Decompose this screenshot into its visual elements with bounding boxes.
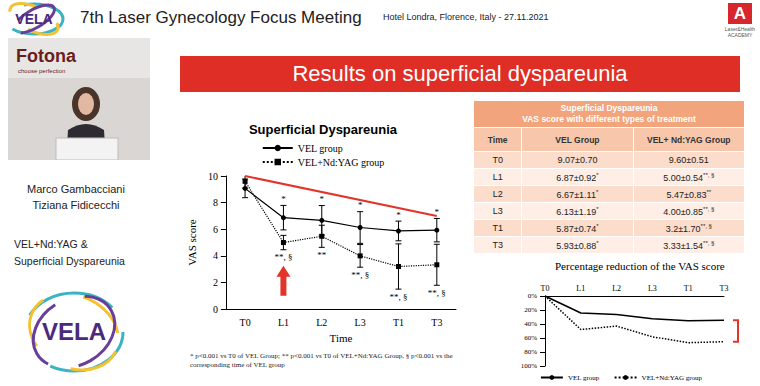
html-text:Time: Time [487,134,508,145]
html-text:Laser&Health ACADEMY: Laser&Health ACADEMY [724,26,756,38]
svg-text:*: * [320,194,325,204]
html-text:VEL Group: VEL Group [555,134,600,145]
html-text:5.47±0.83**: 5.47±0.83** [666,188,712,200]
svg-text:T0: T0 [240,317,251,328]
svg-text:T0: T0 [541,284,550,293]
html-text:Tiziana Fidicecchi: Tiziana Fidicecchi [32,199,120,211]
svg-text:VEL+Nd:YAG group: VEL+Nd:YAG group [298,157,384,168]
svg-text:80%: 80% [524,348,537,356]
svg-text:VELA: VELA [42,318,106,345]
svg-text:L1: L1 [278,317,289,328]
svg-text:Percentage reduction of the VA: Percentage reduction of the VAS score [555,260,725,272]
svg-text:4: 4 [213,250,218,261]
html-text:7th Laser Gynecology Focus Mee: 7th Laser Gynecology Focus Meeting [80,8,362,27]
svg-text:*: * [281,194,286,204]
html-text:Superficial Dyspareunia: Superficial Dyspareunia [14,255,125,267]
svg-text:8: 8 [213,197,218,208]
html-text:Marco Gambacciani: Marco Gambacciani [27,183,125,195]
html-text:VEL+ Nd:YAG Group: VEL+ Nd:YAG Group [647,134,731,145]
svg-text:T1: T1 [684,284,693,293]
svg-text:T3: T3 [720,284,729,293]
svg-text:**, §: **, § [389,292,407,302]
html-text:9.60±0.51: 9.60±0.51 [668,155,709,165]
svg-text:100%: 100% [521,362,538,370]
html-text:T1: T1 [492,223,503,233]
svg-text:L2: L2 [612,284,621,293]
svg-text:VELA: VELA [15,11,52,27]
html-text:A: A [733,4,747,23]
svg-text:*: * [396,210,401,220]
html-text:L1: L1 [492,172,503,182]
svg-text:2: 2 [213,277,218,288]
svg-text:L2: L2 [316,317,327,328]
html-text:L2: L2 [492,189,503,199]
svg-text:**, §: **, § [351,270,369,280]
svg-text:L3: L3 [648,284,657,293]
svg-text:VEL group: VEL group [298,143,343,154]
html-text:3.33±1.54**, §: 3.33±1.54**, § [663,239,715,251]
html-text:6.67±1.11*: 6.67±1.11* [556,188,599,200]
html-text:VAS score with different types: VAS score with different types of treatm… [522,114,696,124]
html-text:Superficial Dyspareunia: Superficial Dyspareunia [560,103,658,113]
html-text:9.07±0.70: 9.07±0.70 [557,155,598,165]
svg-text:**, §: **, § [428,288,446,298]
html-text:* p<0.001 vs T0 of VEL Group;: * p<0.001 vs T0 of VEL Group; ** p<0.001… [190,352,453,360]
svg-text:60%: 60% [524,334,537,342]
html-text:4.00±0.85**, §: 4.00±0.85**, § [663,205,715,217]
svg-text:L3: L3 [355,317,366,328]
svg-text:L1: L1 [576,284,585,293]
html-text:5.87±0.74*: 5.87±0.74* [556,222,599,234]
svg-text:0: 0 [213,304,218,315]
svg-text:T1: T1 [393,317,404,328]
svg-text:T3: T3 [431,317,442,328]
svg-text:VAS score: VAS score [186,219,198,266]
svg-text:10: 10 [208,171,218,182]
html-text:corresponding time of VEL grou: corresponding time of VEL group [190,361,285,369]
svg-text:Fotona: Fotona [16,46,77,66]
html-text:5.93±0.88*: 5.93±0.88* [556,239,599,251]
svg-text:VEL+Nd:YAG group: VEL+Nd:YAG group [642,374,703,382]
html-text:L3: L3 [492,206,503,216]
html-text:6.87±0.92*: 6.87±0.92* [556,171,599,183]
svg-text:Time: Time [330,332,353,344]
html-text:3.2±1.70**, §: 3.2±1.70**, § [665,222,712,234]
svg-text:20%: 20% [524,306,537,314]
html-text:VEL+Nd:YAG &: VEL+Nd:YAG & [14,238,88,250]
svg-text:**, §: **, § [274,252,292,262]
svg-text:40%: 40% [524,320,537,328]
svg-text:Superficial Dyspareunia: Superficial Dyspareunia [249,122,398,137]
svg-text:6: 6 [213,224,218,235]
html-text:6.13±1.19*: 6.13±1.19* [556,205,599,217]
html-text:Hotel Londra, Florence, Italy: Hotel Londra, Florence, Italy - 27.11.20… [383,12,549,22]
svg-text:**: ** [317,250,327,260]
svg-text:0%: 0% [528,292,538,300]
html-text:T0: T0 [492,155,503,165]
html-text:5.00±0.54**, §: 5.00±0.54**, § [663,171,715,183]
html-text:T3: T3 [492,240,503,250]
svg-text:choose perfection: choose perfection [18,68,65,74]
svg-text:*: * [358,200,363,210]
html-text:Results on superficial dyspare: Results on superficial dyspareunia [292,61,628,86]
svg-text:VEL group: VEL group [568,374,600,382]
